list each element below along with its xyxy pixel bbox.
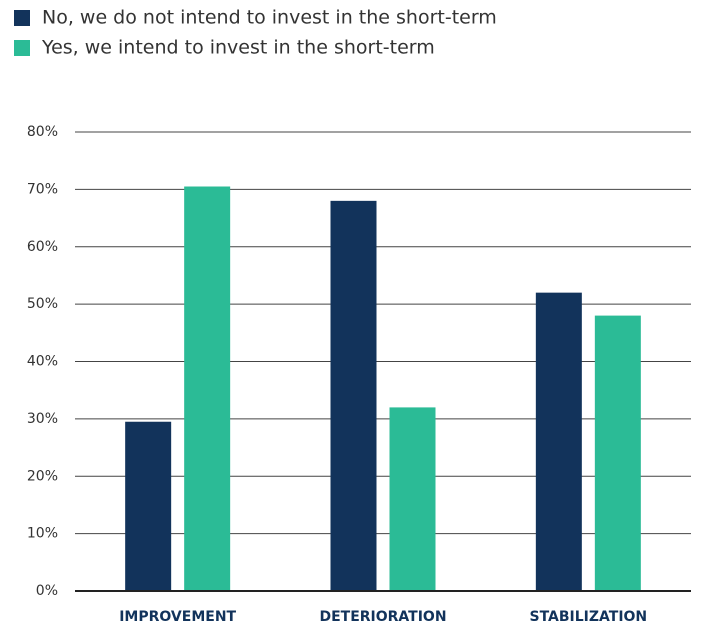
- x-tick-label: DETERIORATION: [319, 609, 446, 625]
- legend-label: Yes, we intend to invest in the short-te…: [41, 37, 435, 59]
- y-tick-label: 0%: [36, 583, 58, 599]
- y-tick-label: 70%: [27, 181, 58, 197]
- y-tick-label: 40%: [27, 354, 58, 370]
- y-tick-label: 30%: [27, 411, 58, 427]
- bar: [184, 186, 231, 591]
- bar: [389, 407, 436, 591]
- bar: [535, 292, 582, 591]
- bar: [125, 421, 172, 591]
- y-tick-label: 10%: [27, 526, 58, 542]
- y-tick-label: 50%: [27, 296, 58, 312]
- bar: [594, 315, 641, 591]
- legend-swatch: [14, 40, 30, 56]
- y-tick-label: 20%: [27, 468, 58, 484]
- x-tick-label: STABILIZATION: [529, 609, 647, 625]
- bar: [330, 200, 377, 591]
- x-tick-label: IMPROVEMENT: [119, 609, 236, 625]
- legend-label: No, we do not intend to invest in the sh…: [42, 7, 497, 29]
- legend-swatch: [14, 10, 30, 26]
- y-tick-label: 60%: [27, 239, 58, 255]
- y-tick-label: 80%: [27, 124, 58, 140]
